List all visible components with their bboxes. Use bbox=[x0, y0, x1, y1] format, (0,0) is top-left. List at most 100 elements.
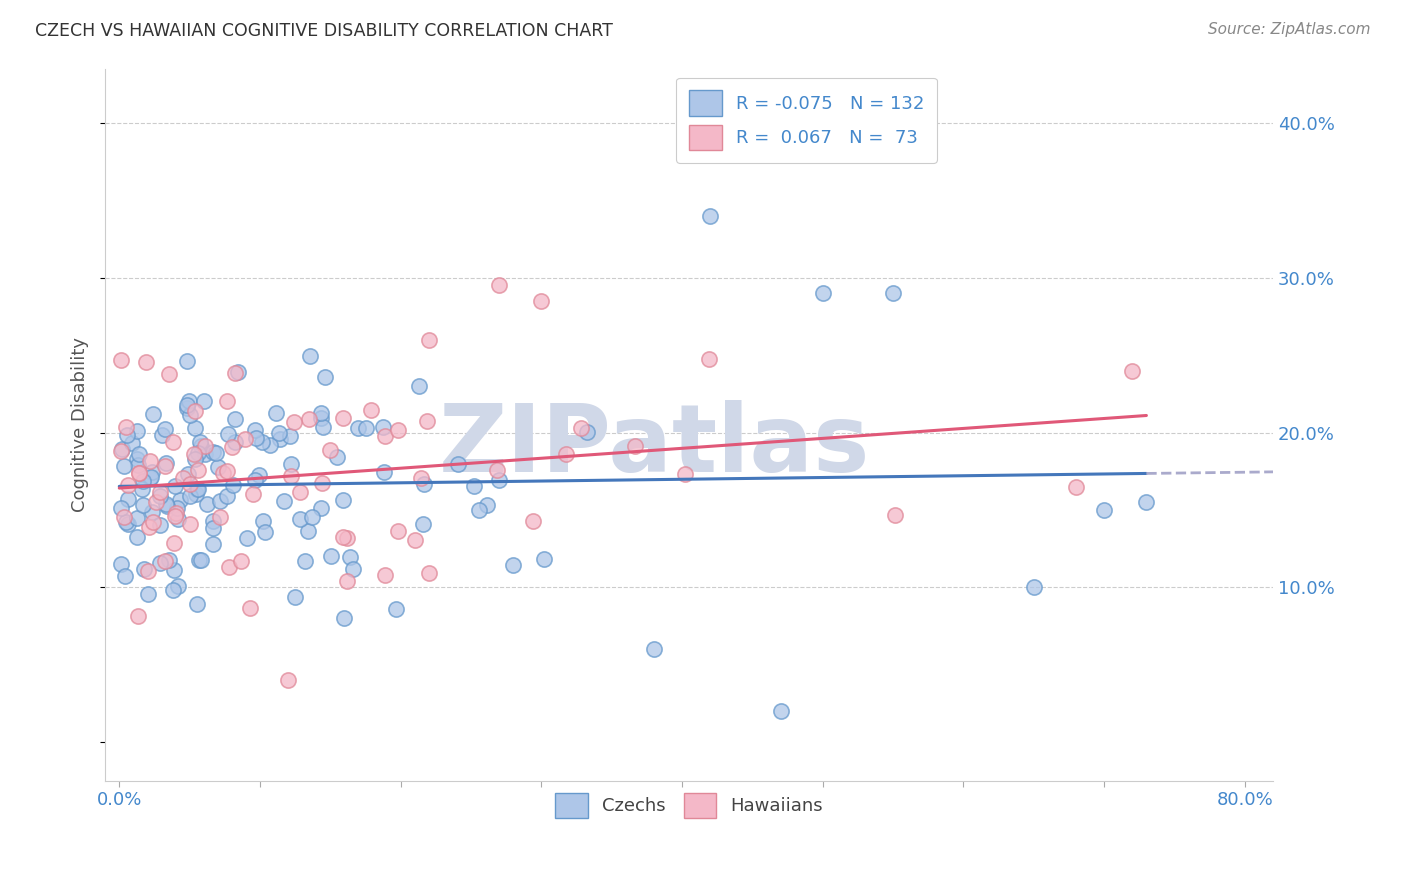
Point bbox=[188, 552, 211, 566]
Point bbox=[155, 456, 177, 470]
Point bbox=[309, 411, 332, 425]
Point bbox=[643, 642, 665, 657]
Point bbox=[204, 446, 226, 460]
Point bbox=[131, 482, 153, 496]
Point bbox=[222, 477, 245, 491]
Point bbox=[162, 434, 184, 449]
Point bbox=[342, 562, 364, 576]
Point bbox=[209, 510, 232, 524]
Point bbox=[224, 366, 246, 380]
Point bbox=[354, 421, 377, 435]
Point bbox=[374, 428, 396, 442]
Point bbox=[139, 454, 162, 468]
Point bbox=[373, 419, 395, 434]
Point bbox=[183, 452, 205, 467]
Point bbox=[412, 477, 434, 491]
Point bbox=[488, 278, 510, 293]
Point bbox=[128, 447, 150, 461]
Point bbox=[110, 501, 132, 516]
Point bbox=[530, 293, 553, 308]
Point bbox=[141, 465, 163, 479]
Point bbox=[179, 517, 201, 532]
Point bbox=[186, 482, 208, 496]
Point bbox=[250, 434, 273, 449]
Point bbox=[387, 524, 409, 538]
Point bbox=[247, 468, 270, 483]
Point bbox=[165, 508, 187, 523]
Point bbox=[157, 552, 180, 566]
Point bbox=[156, 500, 179, 514]
Point bbox=[697, 352, 720, 367]
Point bbox=[252, 514, 274, 528]
Point bbox=[141, 505, 163, 519]
Point bbox=[309, 500, 332, 515]
Point bbox=[176, 353, 198, 368]
Point bbox=[157, 367, 180, 381]
Point bbox=[215, 464, 238, 478]
Point bbox=[485, 463, 508, 477]
Point bbox=[243, 473, 266, 487]
Point bbox=[186, 597, 208, 611]
Point bbox=[165, 506, 187, 520]
Point bbox=[224, 412, 246, 426]
Point bbox=[153, 422, 176, 436]
Point bbox=[127, 458, 149, 473]
Point bbox=[418, 333, 440, 347]
Point bbox=[202, 514, 225, 528]
Point bbox=[155, 497, 177, 511]
Text: ZIPatlas: ZIPatlas bbox=[439, 401, 870, 492]
Point bbox=[811, 286, 834, 301]
Point bbox=[1064, 480, 1087, 494]
Point bbox=[149, 489, 172, 503]
Point bbox=[121, 435, 143, 450]
Point bbox=[135, 355, 157, 369]
Point bbox=[162, 582, 184, 597]
Point bbox=[277, 673, 299, 688]
Point bbox=[148, 485, 170, 500]
Point bbox=[127, 511, 149, 525]
Point bbox=[169, 492, 191, 507]
Point bbox=[163, 536, 186, 550]
Point bbox=[623, 439, 645, 453]
Point bbox=[569, 421, 592, 435]
Point bbox=[115, 428, 138, 442]
Point bbox=[167, 512, 190, 526]
Point bbox=[201, 521, 224, 535]
Point bbox=[184, 403, 207, 417]
Y-axis label: Cognitive Disability: Cognitive Disability bbox=[72, 337, 89, 512]
Point bbox=[298, 350, 321, 364]
Point bbox=[339, 549, 361, 564]
Point bbox=[127, 608, 149, 623]
Point bbox=[264, 406, 287, 420]
Point bbox=[280, 429, 302, 443]
Point bbox=[418, 566, 440, 580]
Point bbox=[176, 401, 198, 416]
Point bbox=[165, 479, 187, 493]
Point bbox=[311, 475, 333, 490]
Point bbox=[408, 378, 430, 392]
Point bbox=[475, 498, 498, 512]
Point bbox=[179, 409, 201, 423]
Point bbox=[269, 432, 291, 446]
Point bbox=[163, 563, 186, 577]
Point bbox=[184, 487, 207, 501]
Legend: Czechs, Hawaiians: Czechs, Hawaiians bbox=[548, 786, 831, 825]
Point bbox=[125, 424, 148, 438]
Point bbox=[128, 466, 150, 480]
Point bbox=[373, 465, 395, 479]
Point bbox=[280, 458, 302, 472]
Point bbox=[153, 459, 176, 474]
Point bbox=[176, 398, 198, 412]
Point bbox=[336, 574, 359, 588]
Point bbox=[769, 704, 792, 718]
Point bbox=[312, 420, 335, 434]
Point bbox=[283, 415, 305, 429]
Point bbox=[884, 508, 907, 523]
Point bbox=[115, 516, 138, 530]
Point bbox=[195, 497, 218, 511]
Point bbox=[1022, 581, 1045, 595]
Point bbox=[239, 601, 262, 615]
Point bbox=[347, 421, 370, 435]
Point bbox=[318, 442, 340, 457]
Point bbox=[134, 562, 156, 576]
